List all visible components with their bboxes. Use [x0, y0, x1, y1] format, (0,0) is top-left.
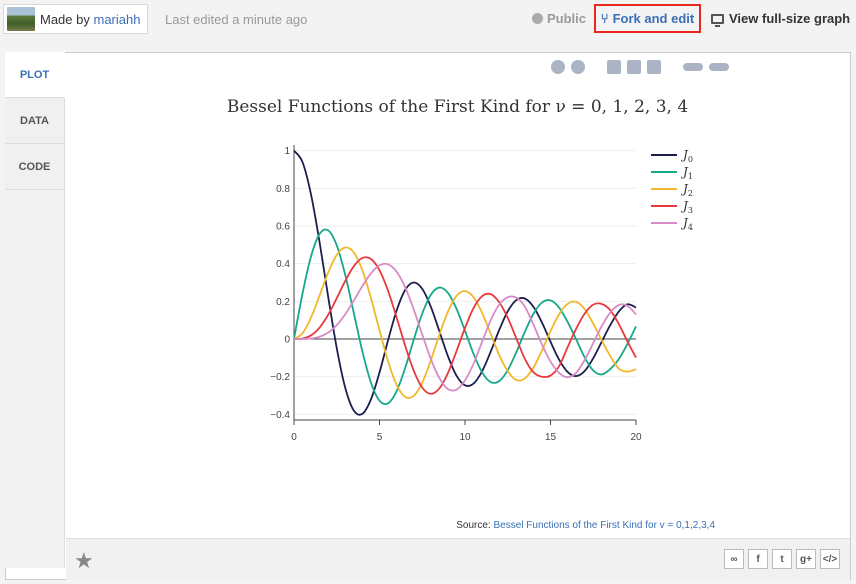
fork-icon: ⑂ [600, 11, 609, 26]
tab-plot[interactable]: PLOT [5, 52, 65, 98]
x-tick-label: 5 [377, 432, 383, 443]
link-icon[interactable]: ∞ [724, 549, 744, 569]
series-line-j0 [293, 150, 637, 416]
facebook-icon[interactable]: f [748, 549, 768, 569]
zoom-in-icon[interactable] [607, 60, 621, 74]
made-by-label: Made by mariahh [40, 12, 140, 27]
top-bar: Made by mariahh Last edited a minute ago… [0, 0, 856, 40]
y-tick-label: 1 [284, 146, 290, 157]
legend-label-j2: J2 [680, 182, 693, 198]
y-tick-label: −0.2 [270, 372, 290, 383]
y-tick-label: −0.4 [270, 410, 290, 421]
globe-icon [532, 13, 543, 24]
y-tick-label: 0.4 [276, 259, 290, 270]
public-status: Public [532, 11, 586, 26]
tab-filler [5, 190, 65, 568]
x-tick-label: 15 [545, 432, 557, 443]
legend-label-j0: J0 [680, 148, 693, 164]
modebar [551, 59, 729, 75]
autoscale-icon[interactable] [647, 60, 661, 74]
x-tick-label: 0 [291, 432, 297, 443]
made-by-prefix: Made by [40, 11, 90, 27]
star-icon[interactable]: ★ [74, 548, 94, 573]
twitter-icon[interactable]: t [772, 549, 792, 569]
tab-data[interactable]: DATA [5, 98, 65, 144]
tab-code[interactable]: CODE [5, 144, 65, 190]
source-prefix: Source: [456, 520, 491, 531]
source-link[interactable]: Bessel Functions of the First Kind for v… [493, 520, 716, 531]
x-tick-label: 10 [459, 432, 471, 443]
series-line-j4 [293, 262, 637, 392]
y-tick-label: 0.8 [276, 184, 290, 195]
googleplus-icon[interactable]: g+ [796, 549, 816, 569]
legend-label-j4: J4 [680, 216, 693, 232]
legend-label-j1: J1 [680, 165, 693, 181]
embed-icon[interactable]: </> [820, 549, 840, 569]
y-tick-label: 0.6 [276, 221, 290, 232]
zoom-icon[interactable] [551, 60, 565, 74]
last-edited-label: Last edited a minute ago [165, 12, 308, 27]
view-full-size-link[interactable]: View full-size graph [711, 11, 851, 27]
hover-compare-icon[interactable] [709, 63, 729, 71]
series-line-j2 [293, 246, 637, 399]
pan-icon[interactable] [571, 60, 585, 74]
author-badge[interactable]: Made by mariahh [3, 4, 148, 34]
monitor-icon [711, 13, 724, 27]
y-tick-label: 0 [284, 335, 290, 346]
tab-bar: PLOT DATA CODE [5, 52, 65, 568]
series-line-j1 [293, 228, 637, 406]
view-full-label: View full-size graph [729, 11, 851, 26]
hover-closest-icon[interactable] [683, 63, 703, 71]
source-line: Source: Bessel Functions of the First Ki… [65, 520, 715, 531]
avatar[interactable] [7, 7, 35, 31]
author-link[interactable]: mariahh [93, 11, 141, 27]
zoom-out-icon[interactable] [627, 60, 641, 74]
y-tick-label: 0.2 [276, 297, 290, 308]
fork-label: Fork and edit [612, 11, 695, 26]
share-buttons: ∞ f t g+ </> [724, 549, 840, 569]
legend-label-j3: J3 [680, 199, 693, 215]
series-line-j3 [293, 256, 637, 395]
bottom-bar: ★ ∞ f t g+ </> [66, 538, 850, 580]
public-label: Public [547, 11, 587, 26]
chart-title: Bessel Functions of the First Kind for ν… [226, 97, 689, 117]
x-tick-label: 20 [630, 432, 642, 443]
fork-and-edit-button[interactable]: ⑂ Fork and edit [594, 4, 701, 33]
